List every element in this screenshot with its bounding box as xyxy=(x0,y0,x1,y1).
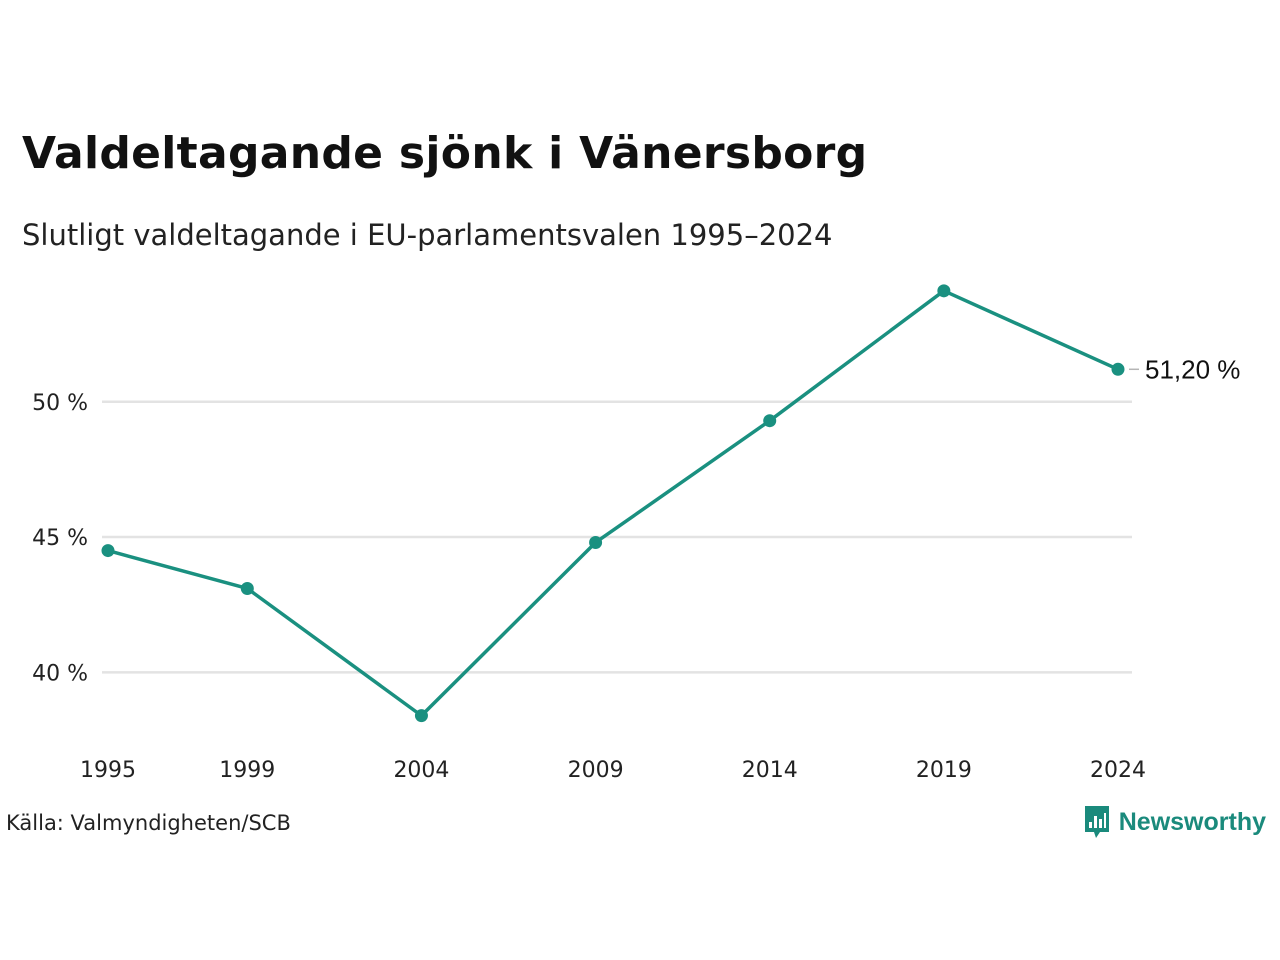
x-tick-label: 2024 xyxy=(1090,758,1146,783)
data-point-2009 xyxy=(589,535,603,549)
x-axis-ticks: 1995 1999 2004 2009 2014 2019 2024 xyxy=(80,758,1146,783)
data-point-1999 xyxy=(240,581,254,595)
data-point-2014 xyxy=(763,414,777,428)
x-tick-label: 1999 xyxy=(219,758,275,783)
y-tick-label: 50 % xyxy=(32,391,88,416)
data-point-2004 xyxy=(414,709,428,723)
gridlines xyxy=(102,400,1132,674)
x-tick-label: 2009 xyxy=(568,758,624,783)
end-value-label: 51,20 % xyxy=(1145,354,1240,384)
brand-logo[interactable]: Newsworthy xyxy=(1083,802,1266,842)
y-axis-ticks: 40 % 45 % 50 % xyxy=(32,391,88,687)
data-point-2024 xyxy=(1111,362,1125,376)
x-tick-label: 2004 xyxy=(393,758,449,783)
source-note: Källa: Valmyndigheten/SCB xyxy=(6,811,291,835)
x-tick-label: 2014 xyxy=(742,758,798,783)
chart-title: Valdeltagande sjönk i Vänersborg xyxy=(22,128,868,179)
data-point-2019 xyxy=(937,284,951,298)
chart-subtitle: Slutligt valdeltagande i EU-parlamentsva… xyxy=(22,218,833,252)
newsworthy-logo-icon xyxy=(1084,806,1109,838)
x-tick-label: 2019 xyxy=(916,758,972,783)
data-point-1995 xyxy=(101,544,115,558)
x-tick-label: 1995 xyxy=(80,758,136,783)
series-turnout xyxy=(101,284,1125,723)
end-annotation: 51,20 % xyxy=(1129,354,1240,384)
series-line xyxy=(106,289,1120,718)
y-tick-label: 45 % xyxy=(32,526,88,551)
y-tick-label: 40 % xyxy=(32,661,88,686)
brand-name: Newsworthy xyxy=(1118,807,1266,836)
